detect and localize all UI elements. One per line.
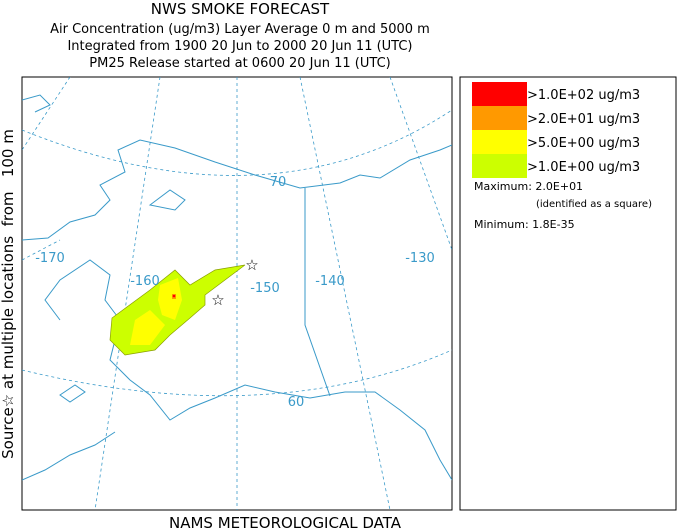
legend-swatch: [472, 82, 527, 106]
map-label: 70: [270, 175, 287, 190]
legend-label: >1.0E+02 ug/m3: [527, 88, 640, 103]
graticule: [22, 77, 452, 510]
map-label: -160: [130, 274, 160, 289]
map-label: -170: [35, 251, 65, 266]
legend-label: >5.0E+00 ug/m3: [527, 136, 640, 151]
legend-label: >2.0E+01 ug/m3: [527, 112, 640, 127]
title: NWS SMOKE FORECAST: [151, 0, 330, 18]
source-star: ☆: [245, 256, 258, 274]
legend-swatch: [472, 154, 527, 178]
plume-100: [172, 294, 176, 298]
source-star: ☆: [211, 291, 224, 309]
legend-label: >1.0E+00 ug/m3: [527, 160, 640, 175]
side-label: Source☆ at multiple locations from 100 m: [0, 129, 17, 459]
minimum: Minimum: 1.8E-35: [474, 218, 575, 231]
legend: >1.0E+02 ug/m3 >2.0E+01 ug/m3 >5.0E+00 ug/…: [459, 76, 677, 511]
subtitle: Air Concentration (ug/m3) Layer Average …: [50, 22, 430, 37]
map-label: -150: [250, 281, 280, 296]
legend-swatch: [472, 106, 527, 130]
map-label: -130: [405, 251, 435, 266]
subtitle: Integrated from 1900 20 Jun to 2000 20 J…: [67, 39, 412, 54]
coastline: [22, 94, 452, 481]
maximum-note: (identified as a square): [536, 199, 652, 210]
plume-5: [130, 278, 182, 345]
map-label: -140: [315, 274, 345, 289]
legend-swatch: [472, 130, 527, 154]
map-label: 60: [288, 395, 305, 410]
map: ☆ ☆ -170 -160 -150 -140 -130 70 60: [21, 76, 453, 511]
maximum: Maximum: 2.0E+01: [474, 180, 583, 193]
footer: NAMS METEOROLOGICAL DATA: [169, 514, 402, 532]
subtitle: PM25 Release started at 0600 20 Jun 11 (…: [89, 56, 390, 71]
